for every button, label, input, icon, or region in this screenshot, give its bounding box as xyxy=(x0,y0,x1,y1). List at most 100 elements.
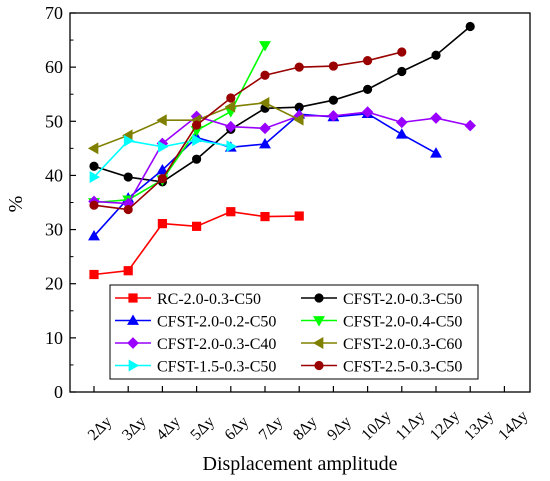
legend-entry: CFST-2.0-0.3-C50 xyxy=(301,291,462,308)
legend-box xyxy=(109,284,479,380)
series-0 xyxy=(89,207,304,280)
legend-label: CFST-1.5-0.3-C50 xyxy=(157,359,276,376)
data-point xyxy=(89,269,99,280)
data-point xyxy=(192,154,202,164)
data-point xyxy=(89,200,99,210)
series-layer xyxy=(87,21,477,280)
legend-marker xyxy=(314,293,324,303)
data-point xyxy=(294,62,304,72)
x-tick-label: 12Δy xyxy=(427,408,463,444)
data-point xyxy=(123,266,133,276)
series-line xyxy=(93,25,471,183)
legend-marker xyxy=(127,314,139,325)
legend-entry: CFST-2.0-0.2-C50 xyxy=(115,314,276,331)
data-point xyxy=(123,204,133,215)
x-tick-label: 10Δy xyxy=(358,408,394,444)
legend-entry: CFST-2.5-0.3-C50 xyxy=(301,359,462,376)
legend-label: CFST-2.0-0.2-C50 xyxy=(157,314,276,331)
data-point xyxy=(192,120,202,130)
legend-entry: CFST-2.0-0.3-C60 xyxy=(301,336,462,353)
data-point xyxy=(259,122,271,135)
legend-marker xyxy=(128,359,140,372)
data-point xyxy=(156,114,167,127)
x-tick-label: 6Δy xyxy=(222,413,253,444)
legend-marker xyxy=(313,316,325,327)
legend-label: CFST-2.0-0.3-C40 xyxy=(157,336,276,353)
data-point xyxy=(464,119,477,132)
y-tick-label: 30 xyxy=(45,220,63,240)
series-5 xyxy=(87,96,304,155)
legend-marker xyxy=(128,293,138,303)
data-point xyxy=(293,113,304,126)
legend-marker xyxy=(312,337,324,349)
y-tick-label: 50 xyxy=(45,111,63,131)
legend-entry: CFST-1.5-0.3-C50 xyxy=(115,359,276,376)
data-point xyxy=(226,93,236,103)
data-point xyxy=(395,128,408,139)
x-tick-label: 4Δy xyxy=(153,413,184,444)
data-point xyxy=(397,66,407,77)
y-tick-label: 10 xyxy=(45,328,63,348)
data-point xyxy=(430,112,442,124)
data-point xyxy=(294,211,304,221)
x-tick-label: 5Δy xyxy=(187,413,218,444)
series-4 xyxy=(88,106,477,210)
data-point xyxy=(89,171,101,183)
x-tick-label: 9Δy xyxy=(324,413,355,444)
data-point xyxy=(362,84,373,94)
x-tick-label: 11Δy xyxy=(393,408,429,444)
data-point xyxy=(89,161,99,171)
legend-label: CFST-2.0-0.3-C60 xyxy=(343,336,462,353)
y-axis-label: % xyxy=(5,196,27,213)
y-tick-label: 20 xyxy=(45,274,63,294)
data-point xyxy=(123,134,135,147)
data-point xyxy=(88,230,100,241)
data-point xyxy=(226,140,237,153)
data-point xyxy=(430,147,442,158)
data-point xyxy=(361,106,374,118)
data-point xyxy=(157,174,167,184)
data-point xyxy=(431,50,441,60)
legend-label: CFST-2.0-0.3-C50 xyxy=(343,291,462,308)
series-1 xyxy=(89,21,475,187)
data-point xyxy=(395,116,408,129)
data-point xyxy=(87,142,99,155)
data-point xyxy=(362,56,373,66)
legend-marker xyxy=(127,337,139,349)
legend-entry: RC-2.0-0.3-C50 xyxy=(115,291,261,308)
data-point xyxy=(156,163,169,175)
data-point xyxy=(260,211,270,222)
data-point xyxy=(226,207,236,217)
data-point xyxy=(224,120,237,133)
data-point xyxy=(328,61,338,71)
legend-entry: CFST-2.0-0.3-C40 xyxy=(115,336,276,353)
series-3 xyxy=(88,41,271,209)
y-tick-label: 0 xyxy=(54,382,63,402)
data-point xyxy=(327,110,340,122)
series-line xyxy=(93,111,471,205)
y-axis: 0 10 20 30 40 50 60 70 xyxy=(45,3,76,402)
data-point xyxy=(328,95,338,105)
legend-marker xyxy=(314,360,324,371)
series-line xyxy=(93,51,402,211)
data-point xyxy=(260,70,270,80)
x-axis: 2Δy 3Δy 4Δy 5Δy 6Δy 7Δy 8Δy 9Δy 10Δy11Δy12Δy13Δy… xyxy=(85,386,531,444)
data-point xyxy=(191,221,202,231)
data-point xyxy=(258,96,270,109)
data-point xyxy=(259,137,271,149)
data-point xyxy=(224,100,236,113)
x-tick-label: 8Δy xyxy=(290,413,321,444)
y-tick-label: 60 xyxy=(45,57,63,77)
legend: RC-2.0-0.3-C50 CFST-2.0-0.3-C50 CFST-2.0-0… xyxy=(109,284,479,380)
x-tick-label: 13Δy xyxy=(461,408,497,444)
x-tick-label: 2Δy xyxy=(85,413,116,444)
legend-label: CFST-2.5-0.3-C50 xyxy=(343,359,462,376)
series-6 xyxy=(89,134,237,183)
legend-entry: CFST-2.0-0.4-C50 xyxy=(301,314,462,331)
data-point xyxy=(259,41,271,52)
data-point xyxy=(192,134,203,147)
x-tick-label: 14Δy xyxy=(495,408,531,444)
legend-label: RC-2.0-0.3-C50 xyxy=(157,291,261,308)
data-point xyxy=(157,219,167,229)
